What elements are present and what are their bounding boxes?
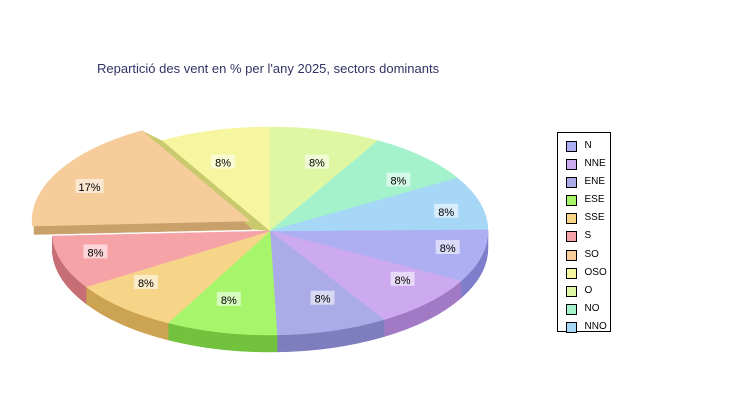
svg-text:8%: 8% (221, 295, 237, 307)
svg-text:8%: 8% (309, 158, 325, 170)
svg-text:8%: 8% (88, 247, 104, 259)
svg-text:8%: 8% (440, 243, 456, 255)
svg-text:8%: 8% (315, 294, 331, 306)
svg-text:17%: 17% (78, 182, 100, 194)
svg-text:8%: 8% (215, 158, 231, 170)
svg-text:8%: 8% (438, 207, 454, 219)
svg-text:8%: 8% (390, 176, 406, 188)
svg-text:8%: 8% (138, 278, 154, 290)
svg-text:8%: 8% (395, 275, 411, 287)
